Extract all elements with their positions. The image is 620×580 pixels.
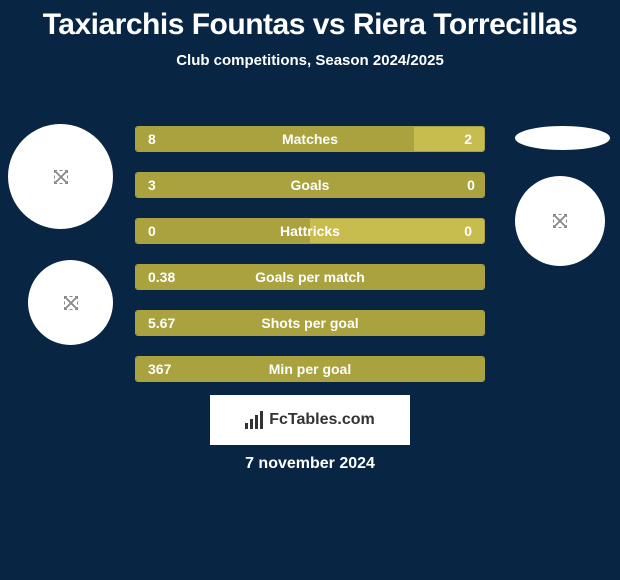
page-title: Taxiarchis Fountas vs Riera Torrecillas [0, 0, 620, 42]
stat-label: Hattricks [280, 223, 340, 239]
stat-value-right: 0 [464, 173, 484, 197]
stat-label: Shots per goal [261, 315, 358, 331]
fctables-badge: FcTables.com [210, 395, 410, 445]
stat-bar: 5.67Shots per goal [135, 310, 485, 336]
fctables-logo-icon [245, 411, 263, 429]
subtitle: Club competitions, Season 2024/2025 [0, 52, 620, 69]
stat-bar: 30Goals [135, 172, 485, 198]
player-photo-left-main [8, 124, 113, 229]
stat-value-left: 8 [136, 127, 414, 151]
broken-image-icon [553, 214, 567, 228]
stat-label: Goals [291, 177, 330, 193]
stat-bar: 82 Matches [135, 126, 485, 152]
broken-image-icon [64, 296, 78, 310]
stat-label: Matches [282, 131, 338, 147]
stats-container: 82Matches30Goals00Hattricks0.38Goals per… [135, 126, 485, 402]
player-photo-right-oval [515, 126, 610, 150]
fctables-text: FcTables.com [269, 411, 375, 429]
stat-value-right: 2 [414, 127, 484, 151]
stat-bar: 0.38Goals per match [135, 264, 485, 290]
stat-label: Goals per match [255, 269, 365, 285]
stat-bar: 00Hattricks [135, 218, 485, 244]
broken-image-icon [54, 170, 68, 184]
stat-bar: 367Min per goal [135, 356, 485, 382]
player-photo-right-main [515, 176, 605, 266]
player-photo-left-secondary [28, 260, 113, 345]
date-text: 7 november 2024 [245, 455, 375, 473]
stat-label: Min per goal [269, 361, 351, 377]
